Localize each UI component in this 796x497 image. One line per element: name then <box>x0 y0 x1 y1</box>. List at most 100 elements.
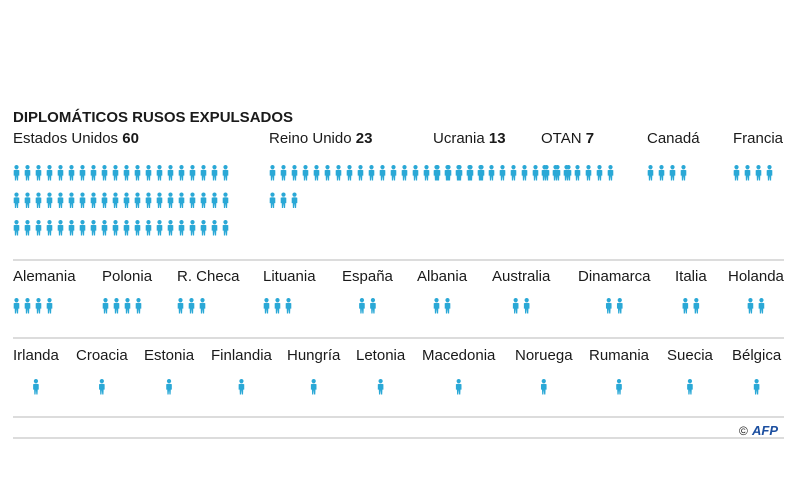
icon-group-belgica <box>753 379 760 395</box>
icon-group-lituania <box>263 298 292 314</box>
person-icon <box>222 165 229 181</box>
person-icon <box>177 298 184 314</box>
country-label-lituania: Lituania <box>263 268 316 285</box>
person-icon <box>744 165 751 181</box>
person-icon <box>357 165 364 181</box>
person-icon <box>68 192 75 208</box>
country-label-polonia: Polonia <box>102 268 153 285</box>
person-icon <box>455 379 462 395</box>
person-icon <box>189 165 196 181</box>
person-icon <box>680 165 687 181</box>
icon-group-suecia <box>687 379 693 395</box>
country-label-rumania: Rumania <box>589 347 650 364</box>
person-icon <box>200 165 207 181</box>
person-icon <box>401 165 408 181</box>
person-icon <box>222 192 229 208</box>
person-icon <box>24 165 31 181</box>
icon-group-polonia <box>102 298 142 314</box>
country-label-irlanda: Irlanda <box>13 347 60 364</box>
person-icon <box>616 379 622 395</box>
icon-group-holanda <box>747 298 765 314</box>
person-icon <box>112 165 119 181</box>
icon-group-r-checa <box>177 298 206 314</box>
country-label-estonia: Estonia <box>144 347 195 364</box>
country-label-belgica: Bélgica <box>732 347 782 364</box>
person-icon <box>541 165 548 181</box>
chart-title: DIPLOMÁTICOS RUSOS EXPULSADOS <box>13 109 293 126</box>
person-icon <box>370 298 376 314</box>
person-icon <box>123 220 130 236</box>
country-label-holanda: Holanda <box>728 268 785 285</box>
person-icon <box>379 165 386 181</box>
country-label-estados-unidos: Estados Unidos 60 <box>13 130 139 147</box>
person-icon <box>113 298 120 314</box>
person-icon <box>24 298 31 314</box>
person-icon <box>669 165 676 181</box>
person-icon <box>733 165 740 181</box>
person-icon <box>512 298 519 314</box>
person-icon <box>178 165 185 181</box>
person-icon <box>200 220 207 236</box>
person-icon <box>510 165 517 181</box>
country-label-canada: Canadá <box>647 130 700 147</box>
person-icon <box>13 192 20 208</box>
icon-group-croacia <box>99 379 105 395</box>
person-icon <box>134 220 141 236</box>
country-label-albania: Albania <box>417 268 468 285</box>
person-icon <box>616 298 623 314</box>
person-icon <box>178 220 185 236</box>
person-icon <box>291 165 298 181</box>
person-icon <box>269 165 276 181</box>
person-icon <box>313 165 320 181</box>
person-icon <box>134 165 141 181</box>
person-icon <box>693 298 700 314</box>
person-icon <box>101 220 108 236</box>
person-icon <box>112 220 119 236</box>
person-icon <box>269 192 276 208</box>
icon-group-canada <box>647 165 687 181</box>
country-label-finlandia: Finlandia <box>211 347 273 364</box>
country-label-macedonia: Macedonia <box>422 347 496 364</box>
person-icon <box>167 192 174 208</box>
person-icon <box>499 165 506 181</box>
value-label: 7 <box>582 130 595 147</box>
country-label-suecia: Suecia <box>667 347 714 364</box>
country-label-hungria: Hungría <box>287 347 341 364</box>
person-icon <box>324 165 331 181</box>
person-icon <box>291 192 298 208</box>
person-icon <box>285 298 292 314</box>
person-icon <box>310 379 317 395</box>
person-icon <box>433 298 440 314</box>
person-icon <box>687 379 693 395</box>
person-icon <box>57 192 64 208</box>
person-icon <box>368 165 375 181</box>
person-icon <box>682 298 689 314</box>
icon-group-noruega <box>540 379 547 395</box>
icon-group-estonia <box>166 379 172 395</box>
person-icon <box>658 165 665 181</box>
person-icon <box>57 220 64 236</box>
country-label-letonia: Letonia <box>356 347 406 364</box>
person-icon <box>46 298 53 314</box>
person-icon <box>335 165 342 181</box>
icon-group-australia <box>512 298 530 314</box>
person-icon <box>211 220 218 236</box>
person-icon <box>167 165 174 181</box>
person-icon <box>145 192 152 208</box>
icon-group-macedonia <box>455 379 462 395</box>
icon-group-irlanda <box>33 379 39 395</box>
country-label-r-checa: R. Checa <box>177 268 240 285</box>
person-icon <box>79 192 86 208</box>
person-icon <box>563 165 570 181</box>
person-icon <box>134 192 141 208</box>
person-icon <box>124 298 131 314</box>
country-label-francia: Francia <box>733 130 784 147</box>
person-icon <box>79 220 86 236</box>
icon-group-francia <box>733 165 773 181</box>
country-label-dinamarca: Dinamarca <box>578 268 651 285</box>
person-icon <box>145 220 152 236</box>
copyright-symbol: © <box>739 424 748 438</box>
person-icon <box>747 298 754 314</box>
country-label-reino-unido: Reino Unido 23 <box>269 130 372 147</box>
